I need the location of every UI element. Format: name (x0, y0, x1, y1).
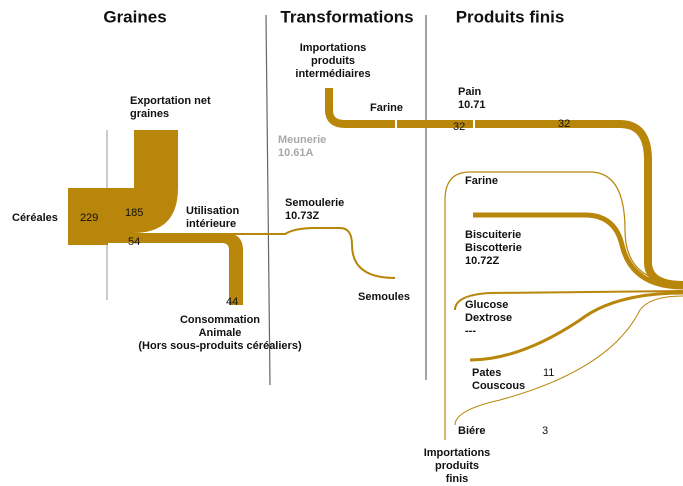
flow-value: 32 (558, 118, 570, 130)
column-header: Produits finis (456, 7, 565, 26)
labels: Graines Transformations Produits finis Impo… (12, 7, 570, 484)
flow-value: 32 (453, 121, 465, 133)
node-label: Semoulerie (285, 197, 344, 209)
flow-value: 44 (226, 296, 238, 308)
node-label: finis (446, 473, 469, 485)
node-label: produits (435, 460, 479, 472)
flow-value: 185 (125, 207, 143, 219)
flow-value: 11 (543, 367, 554, 379)
node-label: Consommation (180, 314, 260, 326)
node-label: Meunerie (278, 134, 326, 146)
node-label: intermédiaires (295, 68, 370, 80)
node-label: Biscuiterie (465, 229, 521, 241)
node-label: Dextrose (465, 312, 512, 324)
node-label: Animale (199, 327, 242, 339)
node-label: intérieure (186, 218, 236, 230)
node-label: Farine (465, 175, 498, 187)
node-label: Pates (472, 367, 501, 379)
node-label: graines (130, 108, 169, 120)
node-label: Farine (370, 102, 403, 114)
flow-value: 3 (542, 425, 548, 437)
node-label: Importations (424, 447, 491, 459)
node-label: 10.72Z (465, 255, 500, 267)
node-label: 10.73Z (285, 210, 320, 222)
node-label: 10.61A (278, 147, 314, 159)
node-label: Biscotterie (465, 242, 522, 254)
node-label: Semoules (358, 291, 410, 303)
node-label: Couscous (472, 380, 525, 392)
node-label: Utilisation (186, 205, 239, 217)
flows (68, 14, 683, 440)
node-label: 10.71 (458, 99, 486, 111)
node-label: (Hors sous-produits céréaliers) (138, 340, 302, 352)
node-label: Importations (300, 42, 367, 54)
node-label: produits (311, 55, 355, 67)
node-label: Pain (458, 86, 482, 98)
flow-value: 229 (80, 212, 98, 224)
column-header: Graines (103, 7, 166, 26)
flow-value: 54 (128, 236, 140, 248)
node-label: --- (465, 325, 476, 337)
column-header: Transformations (280, 7, 413, 26)
node-label: Glucose (465, 299, 508, 311)
node-label: Céréales (12, 212, 58, 224)
node-label: Exportation net (130, 95, 211, 107)
node-label: Biére (458, 425, 486, 437)
